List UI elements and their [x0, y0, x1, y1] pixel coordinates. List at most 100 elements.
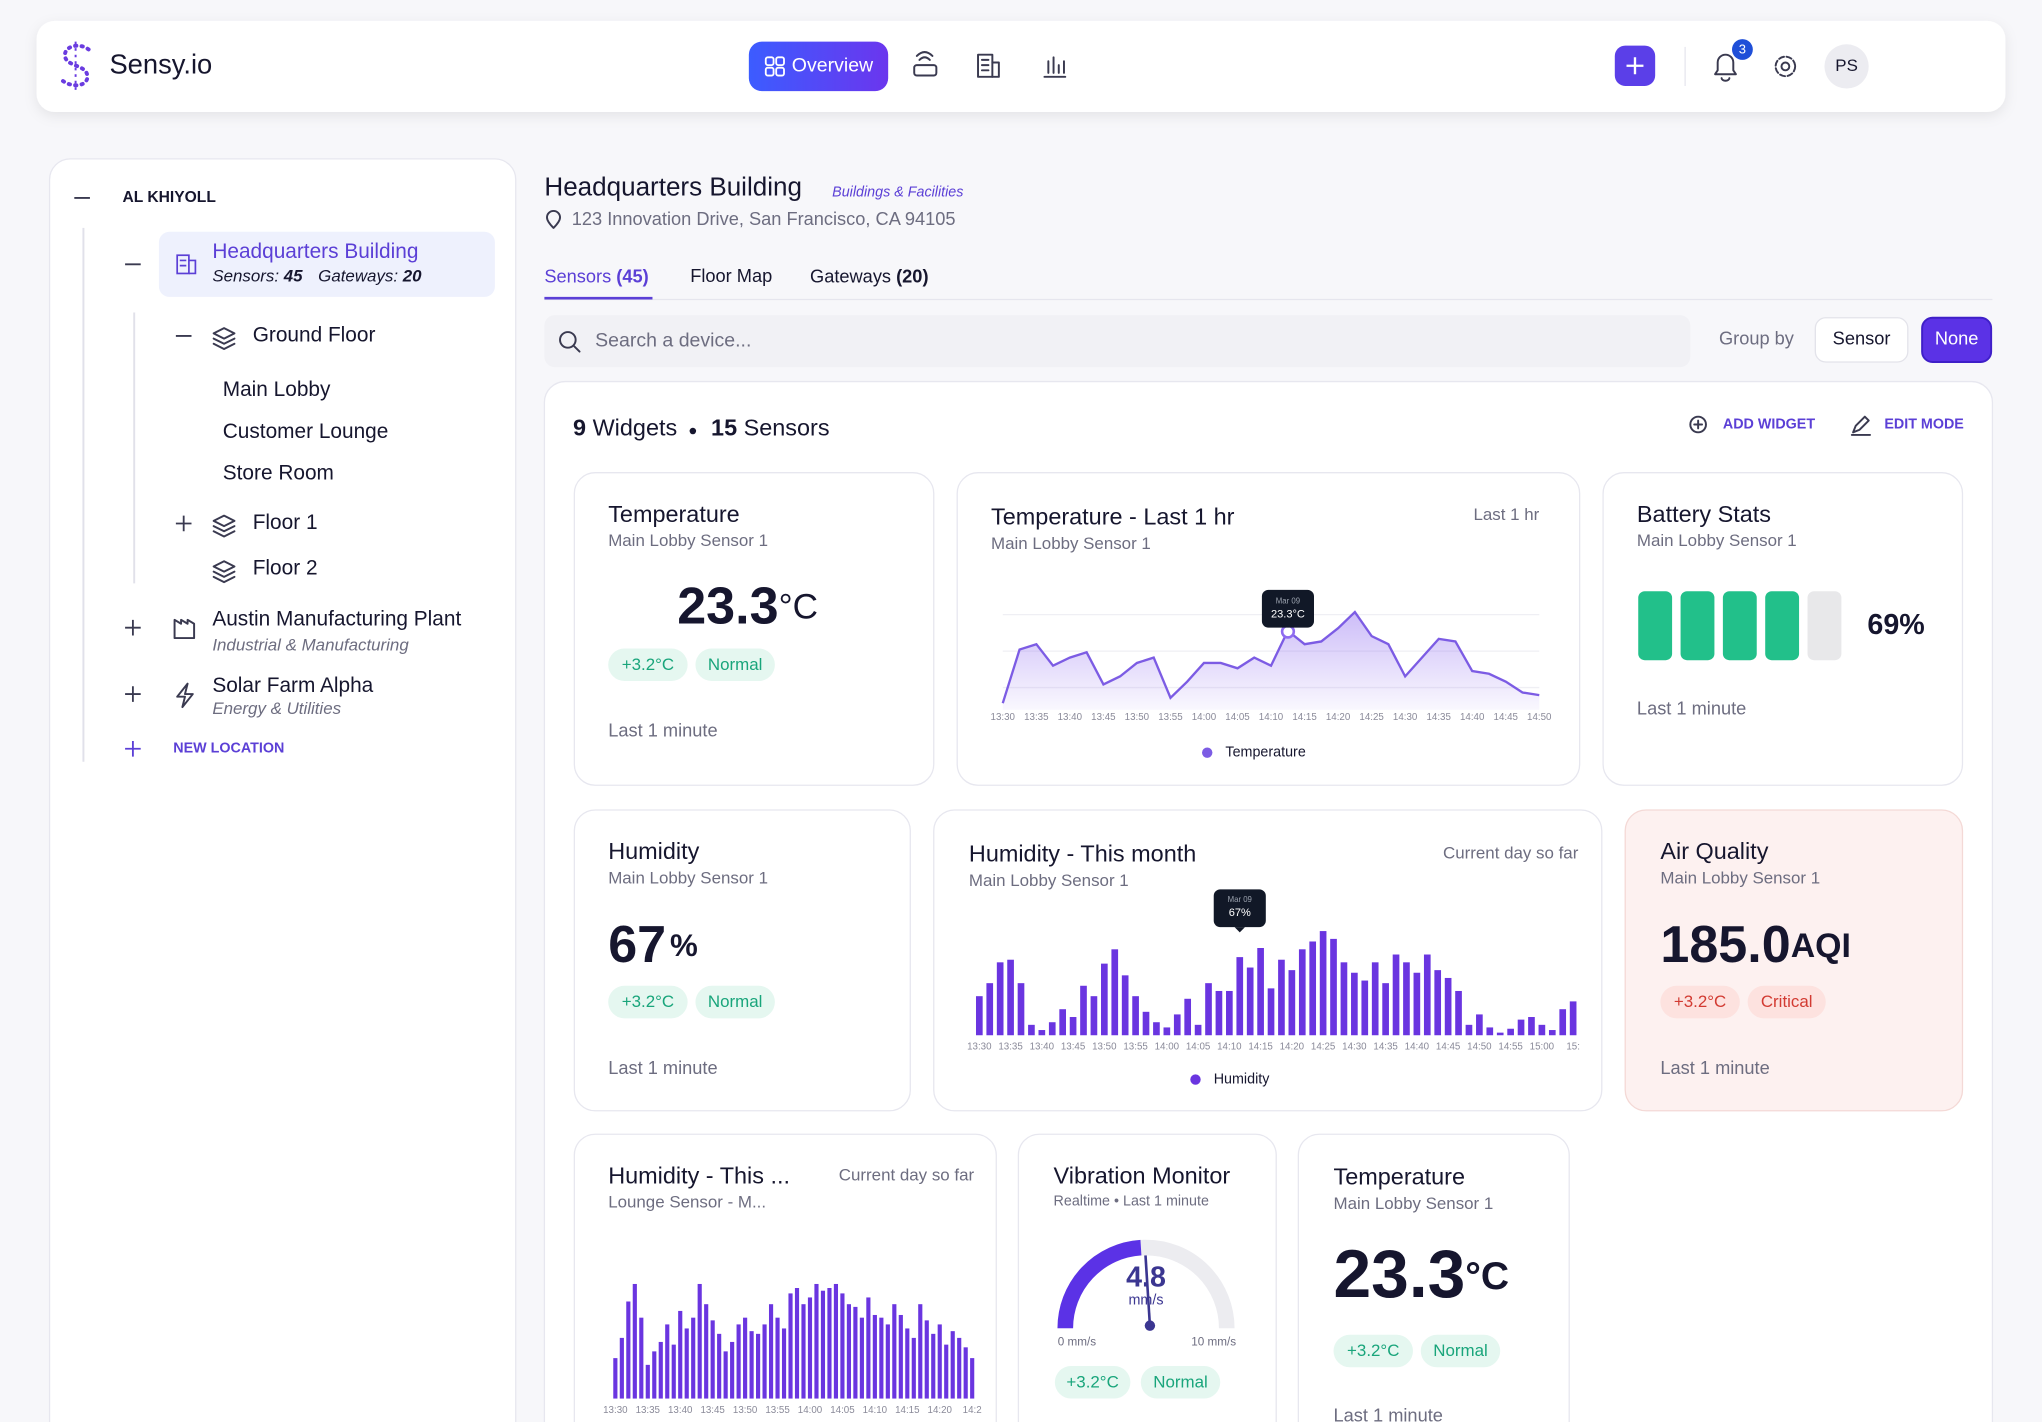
legend-label: Temperature — [1225, 744, 1305, 760]
tooltip-date: Mar 09 — [1276, 597, 1300, 606]
widget-footer: Last 1 minute — [608, 720, 717, 741]
add-widget[interactable]: ADD WIDGET — [1723, 416, 1815, 432]
nav-reports[interactable] — [1043, 56, 1067, 78]
bar — [807, 1297, 813, 1399]
widget-subtitle: Main Lobby Sensor 1 — [991, 534, 1151, 553]
bar — [1236, 957, 1244, 1036]
x-tick-label: 14:15 — [895, 1405, 920, 1416]
bar — [1507, 1028, 1514, 1036]
bar — [833, 1283, 839, 1399]
chip — [695, 648, 775, 682]
group-option[interactable] — [1814, 317, 1909, 363]
floor-name[interactable]: Floor 2 — [253, 557, 318, 580]
bar — [872, 1314, 877, 1399]
bar — [1215, 990, 1223, 1036]
bar — [866, 1297, 871, 1399]
floor-name[interactable]: Floor 1 — [253, 511, 318, 534]
battery-cell — [1807, 591, 1842, 661]
room-name[interactable]: Customer Lounge — [223, 420, 389, 443]
unit: % — [670, 928, 698, 963]
sensor-count: 15 — [711, 415, 737, 441]
widget-title: Temperature — [1334, 1164, 1465, 1190]
edit-icon — [1850, 415, 1872, 436]
notification-count: 3 — [1739, 42, 1746, 57]
widget-range: Current day so far — [839, 1165, 975, 1184]
chip — [1747, 985, 1826, 1019]
bar — [1403, 962, 1410, 1036]
bar — [710, 1320, 715, 1399]
bar — [885, 1324, 890, 1399]
x-tick-label: 14:10 — [863, 1405, 888, 1416]
floor-name[interactable]: Ground Floor — [253, 323, 376, 346]
location-name[interactable]: Headquarters Building — [212, 240, 418, 263]
bar — [749, 1331, 754, 1399]
x-tick-label: 14:30 — [1393, 712, 1418, 723]
widget-card[interactable] — [573, 472, 935, 786]
bar — [918, 1304, 923, 1399]
tab[interactable]: Floor Map — [690, 265, 772, 286]
bar — [704, 1304, 709, 1399]
x-tick-label: 13:35 — [998, 1042, 1023, 1053]
edit-mode[interactable]: EDIT MODE — [1884, 416, 1964, 432]
value: 23.3 — [1334, 1237, 1466, 1312]
location-name[interactable]: Solar Farm Alpha — [212, 674, 373, 697]
location-category: Industrial & Manufacturing — [212, 635, 409, 654]
bar — [1559, 1009, 1567, 1036]
room-name[interactable]: Store Room — [223, 462, 334, 485]
header — [36, 20, 2006, 112]
new-location[interactable]: NEW LOCATION — [173, 741, 284, 757]
bar — [879, 1317, 884, 1399]
widget-card[interactable] — [573, 809, 911, 1112]
bar — [1153, 1022, 1160, 1036]
logo-icon — [60, 43, 91, 88]
bar — [975, 996, 983, 1036]
bar — [859, 1317, 864, 1399]
nav-buildings[interactable] — [977, 53, 1000, 78]
x-tick-label: 15: — [1566, 1042, 1580, 1053]
widget-card[interactable] — [933, 809, 1603, 1112]
widget-card-alert[interactable] — [1624, 809, 1964, 1112]
bar — [1298, 949, 1306, 1036]
x-tick-label: 14:00 — [1192, 712, 1217, 723]
nav-gateways[interactable] — [913, 51, 938, 77]
tab-label: Gateways — [810, 265, 891, 286]
battery — [1638, 591, 1842, 661]
bar — [762, 1324, 767, 1399]
settings[interactable] — [1774, 55, 1797, 78]
bar — [1382, 983, 1389, 1036]
tooltip — [1261, 589, 1314, 628]
page-title: Headquarters Building — [544, 172, 802, 202]
x-tick-label: 14:15 — [1248, 1042, 1273, 1053]
widget-count: 9 — [573, 415, 586, 441]
delta: +3.2°C — [1347, 1341, 1399, 1360]
location-name[interactable]: Austin Manufacturing Plant — [212, 607, 461, 630]
tab-count: (20) — [896, 265, 928, 286]
bar — [1455, 990, 1462, 1036]
notifications[interactable] — [1714, 53, 1737, 82]
x-tick-label: 13:40 — [668, 1405, 693, 1416]
org-name: AL KHIYOLL — [122, 189, 216, 206]
bar — [1257, 948, 1264, 1036]
x-tick-label: 14:40 — [1405, 1042, 1430, 1053]
tree-item-selected[interactable] — [158, 231, 495, 297]
widget-subtitle: Lounge Sensor - M... — [608, 1193, 766, 1212]
x-tick-label: 13:40 — [1030, 1042, 1055, 1053]
widget-subtitle: Main Lobby Sensor 1 — [1637, 531, 1797, 550]
bar — [937, 1324, 942, 1399]
x-tick-label: 13:50 — [1125, 712, 1150, 723]
bar — [639, 1317, 644, 1399]
avatar[interactable] — [1824, 44, 1869, 89]
room-name[interactable]: Main Lobby — [223, 378, 331, 401]
location-category: Energy & Utilities — [212, 699, 341, 718]
group-option-selected[interactable] — [1921, 316, 1993, 363]
nav-label[interactable]: Overview — [792, 55, 874, 77]
bar — [1351, 972, 1358, 1036]
x-tick-label: 15:00 — [1530, 1042, 1555, 1053]
tab-active[interactable]: Sensors (45) — [544, 265, 648, 286]
nav-overview[interactable] — [748, 41, 889, 92]
search-box[interactable] — [544, 315, 1691, 368]
tab[interactable]: Gateways (20) — [810, 265, 928, 286]
bar — [1048, 1022, 1056, 1036]
building-icon — [176, 254, 197, 275]
